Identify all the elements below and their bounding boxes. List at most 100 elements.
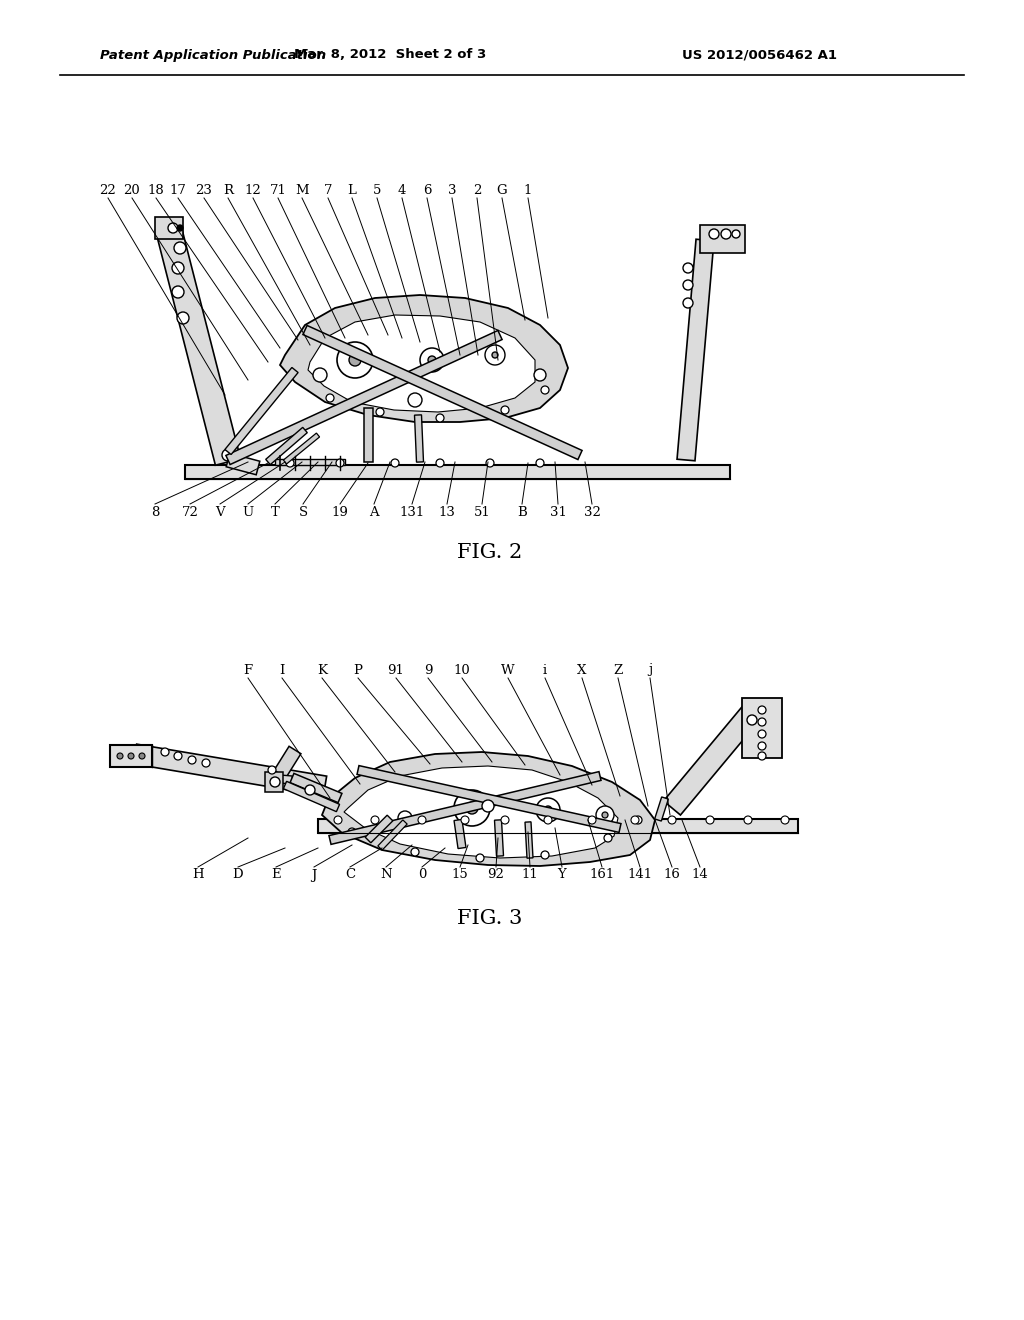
Polygon shape: [225, 367, 298, 454]
Polygon shape: [280, 294, 568, 422]
Polygon shape: [274, 746, 301, 777]
Circle shape: [336, 459, 344, 467]
Text: 20: 20: [124, 183, 140, 197]
Text: N: N: [380, 869, 392, 882]
Text: 51: 51: [474, 506, 490, 519]
Text: 32: 32: [584, 506, 600, 519]
Text: Mar. 8, 2012  Sheet 2 of 3: Mar. 8, 2012 Sheet 2 of 3: [294, 49, 486, 62]
Circle shape: [391, 459, 399, 467]
Polygon shape: [677, 239, 714, 461]
Circle shape: [337, 342, 373, 378]
Circle shape: [398, 810, 412, 825]
Text: 4: 4: [397, 183, 407, 197]
Polygon shape: [284, 781, 340, 812]
Text: Patent Application Publication: Patent Application Publication: [100, 49, 326, 62]
Text: A: A: [370, 506, 379, 519]
Bar: [318, 818, 798, 833]
Text: 23: 23: [196, 183, 212, 197]
Text: J: J: [311, 869, 316, 882]
Circle shape: [588, 816, 596, 824]
Text: 8: 8: [151, 506, 159, 519]
Circle shape: [270, 777, 280, 787]
Circle shape: [312, 784, 324, 796]
Circle shape: [466, 803, 478, 814]
Circle shape: [326, 393, 334, 403]
Text: B: B: [517, 506, 527, 519]
Text: 14: 14: [691, 869, 709, 882]
Circle shape: [168, 223, 178, 234]
Circle shape: [683, 298, 693, 308]
Text: 92: 92: [487, 869, 505, 882]
Circle shape: [541, 385, 549, 393]
Polygon shape: [378, 820, 408, 850]
Polygon shape: [364, 408, 373, 462]
Text: C: C: [345, 869, 355, 882]
Circle shape: [668, 816, 676, 824]
Circle shape: [161, 748, 169, 756]
Polygon shape: [366, 816, 393, 843]
Text: US 2012/0056462 A1: US 2012/0056462 A1: [683, 49, 838, 62]
Circle shape: [492, 352, 498, 358]
Circle shape: [436, 414, 444, 422]
Circle shape: [631, 816, 639, 824]
Polygon shape: [133, 744, 327, 796]
Circle shape: [348, 828, 356, 836]
Polygon shape: [344, 766, 618, 858]
Circle shape: [420, 348, 444, 372]
Circle shape: [172, 261, 184, 275]
Circle shape: [376, 408, 384, 416]
Circle shape: [746, 715, 757, 725]
Bar: [700, 224, 745, 253]
Text: 12: 12: [245, 183, 261, 197]
Text: 71: 71: [269, 183, 287, 197]
Polygon shape: [415, 414, 424, 462]
Circle shape: [534, 370, 546, 381]
Circle shape: [604, 834, 612, 842]
Circle shape: [305, 785, 315, 795]
Circle shape: [706, 816, 714, 824]
Circle shape: [721, 228, 731, 239]
Polygon shape: [290, 774, 342, 803]
Polygon shape: [454, 820, 466, 849]
Circle shape: [418, 816, 426, 824]
Text: 161: 161: [590, 869, 614, 882]
Bar: [265, 772, 283, 792]
Polygon shape: [495, 820, 504, 857]
Circle shape: [732, 230, 740, 238]
Circle shape: [476, 854, 484, 862]
Circle shape: [501, 407, 509, 414]
Polygon shape: [322, 752, 655, 866]
Text: H: H: [193, 869, 204, 882]
Circle shape: [461, 816, 469, 824]
Text: Z: Z: [613, 664, 623, 676]
Text: I: I: [280, 664, 285, 676]
Circle shape: [758, 730, 766, 738]
Polygon shape: [329, 772, 601, 845]
Circle shape: [758, 752, 766, 760]
Circle shape: [139, 752, 145, 759]
Polygon shape: [308, 315, 535, 412]
Text: K: K: [317, 664, 327, 676]
Circle shape: [485, 345, 505, 366]
Circle shape: [482, 800, 494, 812]
Text: T: T: [270, 506, 280, 519]
Text: 3: 3: [447, 183, 457, 197]
Text: V: V: [215, 506, 225, 519]
Circle shape: [334, 816, 342, 824]
Text: 22: 22: [99, 183, 117, 197]
Circle shape: [428, 356, 436, 364]
Text: 10: 10: [454, 664, 470, 676]
Circle shape: [758, 718, 766, 726]
Circle shape: [744, 816, 752, 824]
Text: R: R: [223, 183, 233, 197]
Circle shape: [758, 706, 766, 714]
Circle shape: [541, 851, 549, 859]
Circle shape: [411, 847, 419, 855]
Text: 19: 19: [332, 506, 348, 519]
Polygon shape: [284, 433, 319, 463]
Text: S: S: [298, 506, 307, 519]
Text: 11: 11: [521, 869, 539, 882]
Polygon shape: [156, 224, 241, 465]
Circle shape: [177, 312, 189, 323]
Circle shape: [172, 286, 184, 298]
